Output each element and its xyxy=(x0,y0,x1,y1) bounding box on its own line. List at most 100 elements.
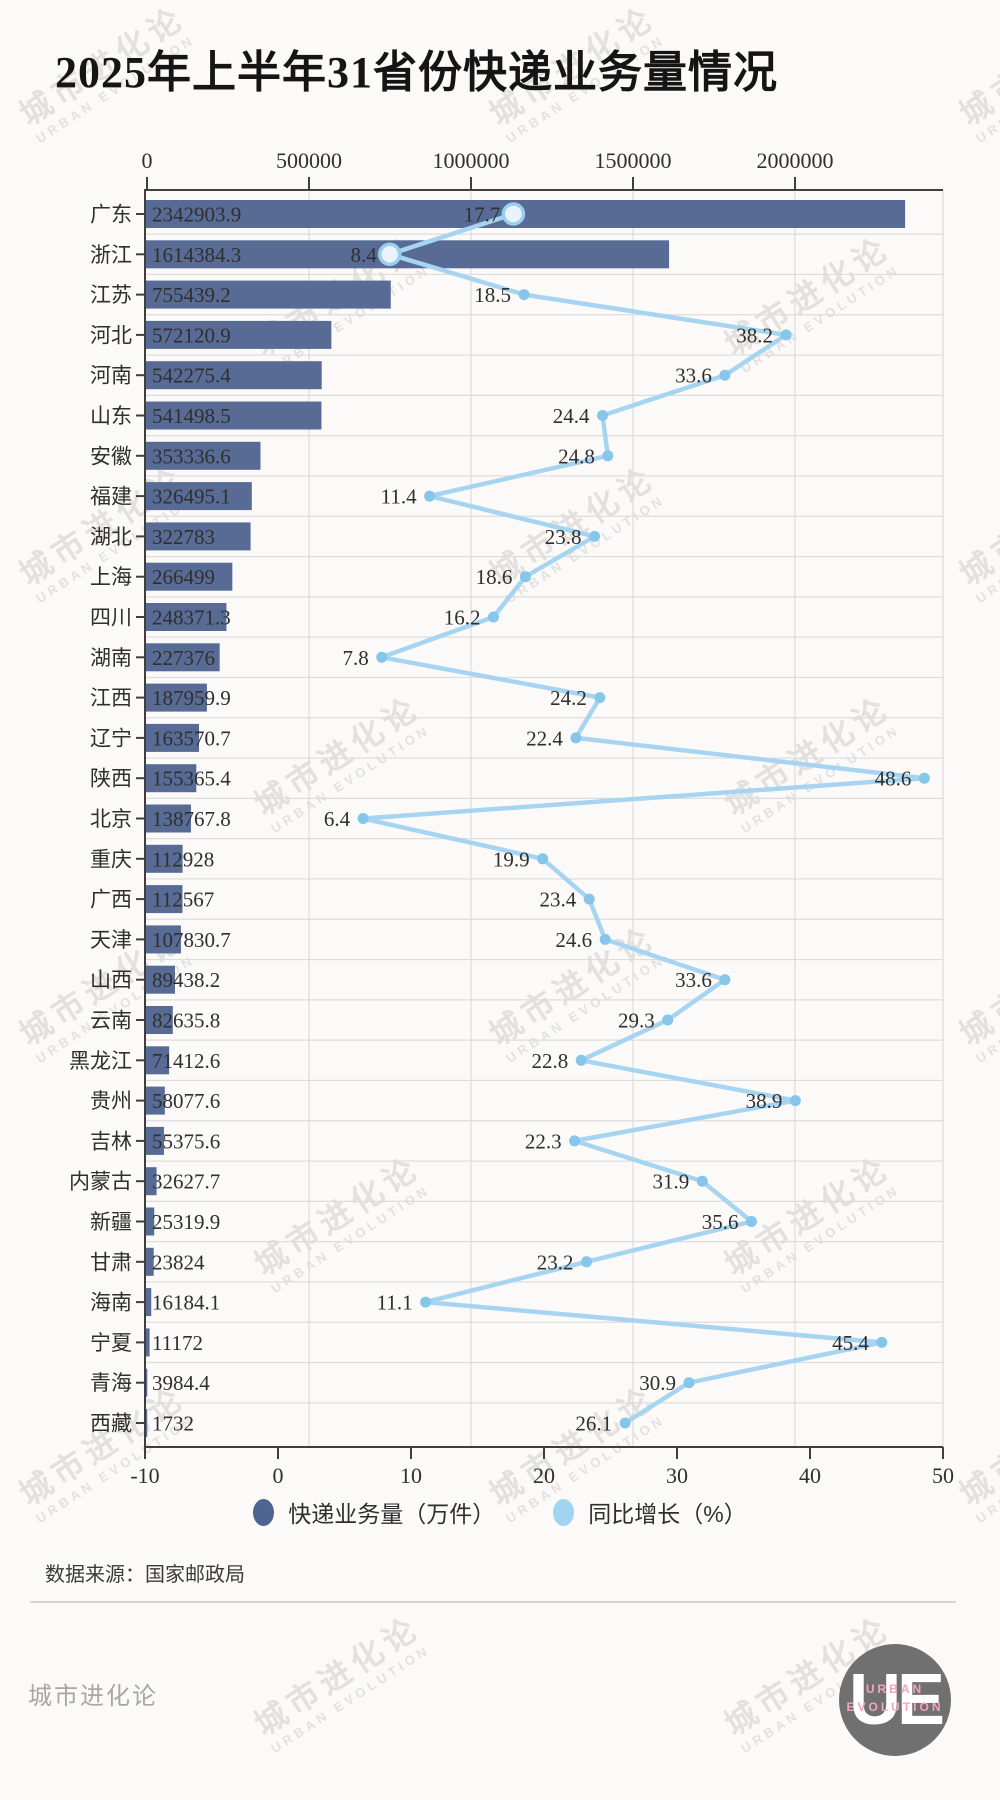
watermark-cn: 城市进化论 xyxy=(248,1608,428,1743)
volume-bar xyxy=(146,1006,173,1034)
growth-point xyxy=(519,571,531,583)
chart-legend: 快递业务量（万件） 同比增长（%） xyxy=(0,1494,1000,1530)
growth-label: 7.8 xyxy=(342,646,368,670)
volume-label: 89438.2 xyxy=(152,968,220,992)
brand-name: 城市进化论 xyxy=(28,1683,158,1710)
bottom-axis-tick-label: 30 xyxy=(666,1463,688,1488)
volume-bar xyxy=(146,723,199,752)
volume-bar xyxy=(146,643,220,672)
growth-point xyxy=(789,1095,801,1107)
volume-label: 107830.7 xyxy=(152,928,231,952)
ue-logo-subtitle: URBAN EVOLUTION xyxy=(839,1680,951,1716)
legend-label: 同比增长（%） xyxy=(588,1501,747,1527)
province-label: 青海 xyxy=(90,1371,132,1395)
top-axis-tick-label: 2000000 xyxy=(757,148,834,173)
volume-label: 23824 xyxy=(152,1250,205,1274)
bar-line-chart: 2342903.9 广东 1614384.3 浙江 755439.2 江苏 572120.9… xyxy=(69,148,954,1488)
growth-label: 23.8 xyxy=(545,525,582,549)
province-label: 黑龙江 xyxy=(69,1049,132,1073)
growth-point xyxy=(719,974,731,986)
volume-label: 1614384.3 xyxy=(152,243,241,267)
volume-label: 71412.6 xyxy=(152,1049,220,1073)
volume-bar xyxy=(146,1409,148,1437)
growth-point xyxy=(518,289,530,301)
growth-point xyxy=(599,933,611,945)
volume-bar xyxy=(146,441,261,470)
province-label: 湖南 xyxy=(90,646,132,670)
volume-label: 227376 xyxy=(152,646,215,670)
volume-bar xyxy=(146,603,227,631)
volume-bar xyxy=(146,280,391,309)
volume-bar xyxy=(146,1328,150,1357)
growth-point xyxy=(597,410,609,421)
legend-item: 同比增长（%） xyxy=(553,1495,747,1529)
volume-label: 163570.7 xyxy=(152,726,231,750)
province-label: 山东 xyxy=(90,404,132,428)
growth-point xyxy=(683,1377,695,1389)
volume-label: 541498.5 xyxy=(152,404,231,428)
volume-label: 755439.2 xyxy=(152,283,231,307)
growth-point xyxy=(487,611,499,623)
growth-label: 23.2 xyxy=(537,1250,574,1274)
growth-label: 22.4 xyxy=(526,726,563,750)
growth-point-highlight xyxy=(501,202,526,226)
growth-point xyxy=(602,450,614,462)
top-axis-tick-label: 1000000 xyxy=(433,148,510,173)
growth-label: 26.1 xyxy=(575,1412,612,1436)
volume-label: 55375.6 xyxy=(152,1129,220,1153)
growth-label: 23.4 xyxy=(539,888,576,912)
top-axis-tick-label: 0 xyxy=(142,148,153,173)
growth-point xyxy=(583,893,595,905)
volume-bar xyxy=(146,482,252,511)
watermark-en: URBAN EVOLUTION xyxy=(268,1641,433,1756)
province-label: 山西 xyxy=(90,968,132,992)
growth-point xyxy=(357,813,369,824)
volume-bar xyxy=(146,562,233,591)
growth-label: 22.3 xyxy=(525,1129,562,1153)
province-label: 福建 xyxy=(90,485,132,509)
province-label: 天津 xyxy=(90,928,132,952)
growth-label: 11.1 xyxy=(377,1291,413,1315)
volume-label: 58077.6 xyxy=(152,1089,220,1113)
growth-point xyxy=(719,369,731,381)
province-label: 四川 xyxy=(90,606,132,630)
data-source-note: 数据来源：国家邮政局 xyxy=(45,1564,245,1586)
volume-label: 16184.1 xyxy=(152,1291,220,1315)
province-label: 辽宁 xyxy=(90,726,132,750)
volume-label: 112567 xyxy=(152,888,214,912)
volume-label: 25319.9 xyxy=(152,1210,220,1234)
footer-divider xyxy=(30,1601,956,1603)
province-label: 重庆 xyxy=(90,847,132,871)
growth-label: 48.6 xyxy=(875,767,912,791)
volume-label: 353336.6 xyxy=(152,444,231,468)
growth-label: 33.6 xyxy=(675,968,712,992)
volume-label: 1732 xyxy=(152,1412,194,1436)
growth-point-highlight xyxy=(377,242,402,267)
growth-label: 18.6 xyxy=(476,565,513,589)
growth-point xyxy=(594,692,606,704)
growth-point xyxy=(569,1135,581,1147)
growth-label: 11.4 xyxy=(381,485,417,509)
province-label: 河南 xyxy=(90,364,132,388)
growth-label: 38.2 xyxy=(736,323,773,347)
growth-label: 16.2 xyxy=(444,606,481,630)
growth-label: 19.9 xyxy=(493,847,530,871)
bottom-axis-tick-label: 10 xyxy=(400,1463,422,1488)
volume-bar xyxy=(146,965,175,994)
province-label: 广东 xyxy=(90,203,132,227)
growth-point xyxy=(420,1296,432,1308)
province-label: 北京 xyxy=(90,807,132,831)
province-label: 江西 xyxy=(90,686,132,710)
growth-point xyxy=(581,1256,593,1268)
volume-bar xyxy=(146,1167,157,1196)
volume-label: 32627.7 xyxy=(152,1170,220,1194)
growth-point xyxy=(662,1014,674,1026)
province-label: 江苏 xyxy=(90,283,132,307)
volume-label: 266499 xyxy=(152,565,215,589)
growth-point xyxy=(696,1175,708,1187)
growth-label: 45.4 xyxy=(832,1331,869,1355)
growth-point xyxy=(537,853,549,865)
province-label: 河北 xyxy=(90,323,132,347)
growth-label: 31.9 xyxy=(653,1170,690,1194)
province-label: 云南 xyxy=(90,1009,132,1033)
